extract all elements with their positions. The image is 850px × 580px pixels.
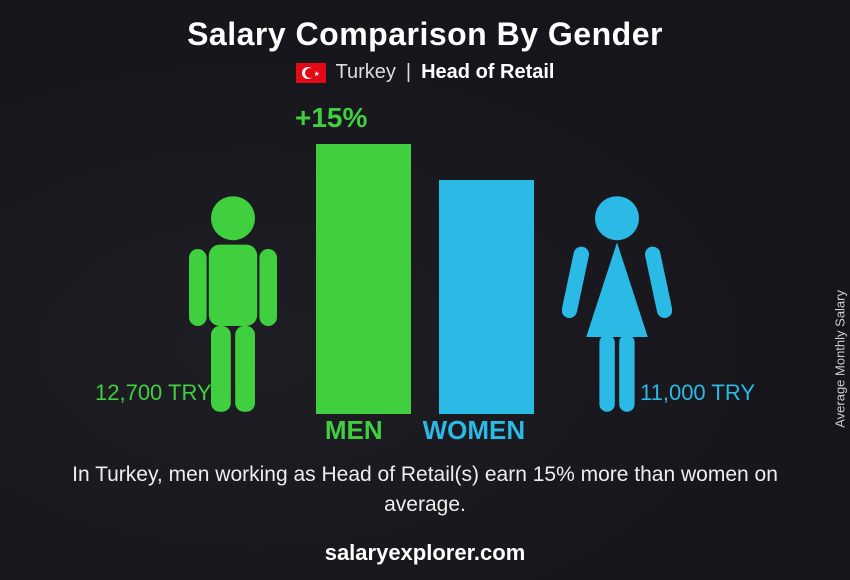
page-title: Salary Comparison By Gender (0, 16, 850, 53)
job-title: Head of Retail (421, 61, 554, 84)
men-label: MEN (325, 415, 383, 446)
footer-site: salaryexplorer.com (0, 540, 850, 566)
turkey-flag-icon: ★ (296, 63, 326, 83)
y-axis-label: Average Monthly Salary (833, 290, 848, 428)
women-salary-value: 11,000 TRY (640, 380, 755, 406)
men-bar (316, 144, 411, 414)
women-label: WOMEN (423, 415, 526, 446)
separator: | (406, 61, 411, 84)
bars-row (178, 144, 672, 414)
chart-area: +15% 12,700 TRY 11,000 TRY MEN WOMEN (0, 94, 850, 454)
men-salary-value: 12,700 TRY (95, 380, 212, 406)
women-bar (439, 180, 534, 414)
summary-text: In Turkey, men working as Head of Retail… (0, 460, 850, 521)
country-label: Turkey (336, 61, 396, 84)
header: Salary Comparison By Gender ★ Turkey | H… (0, 0, 850, 84)
difference-label: +15% (295, 102, 367, 134)
gender-labels: MEN WOMEN (325, 415, 525, 446)
subtitle-row: ★ Turkey | Head of Retail (0, 61, 850, 84)
